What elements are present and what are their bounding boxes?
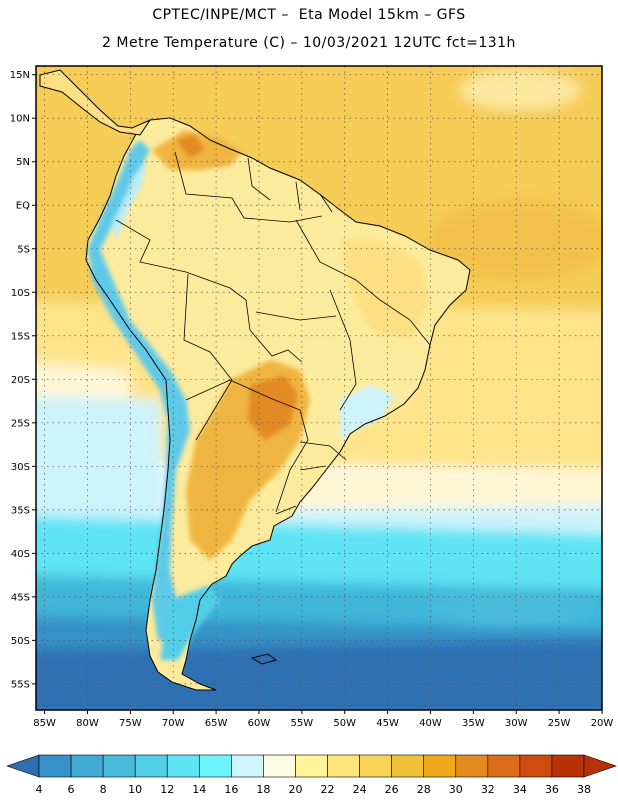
colorbar-min-arrow xyxy=(6,754,40,778)
ocean-band-coldest xyxy=(36,640,602,710)
colorbar-label: 18 xyxy=(256,783,270,796)
ocean-pale-patch-north xyxy=(460,70,580,110)
colorbar-swatch xyxy=(231,754,264,778)
colorbar-swatch xyxy=(198,754,232,778)
land-andes-mild xyxy=(112,160,146,240)
colorbar-swatch xyxy=(551,754,585,778)
longitude-label: 40W xyxy=(419,718,442,729)
colorbar-label: 6 xyxy=(68,783,75,796)
ocean-band-mild-west xyxy=(36,396,165,520)
colorbar-label: 36 xyxy=(545,783,559,796)
colorbar-label: 34 xyxy=(513,783,527,796)
latitude-label: 5N xyxy=(16,157,30,168)
colorbar-max-arrow xyxy=(583,754,617,778)
latitude-label: 35S xyxy=(11,505,30,516)
colorbar-swatch xyxy=(391,754,425,778)
colorbar-swatch xyxy=(423,754,457,778)
land-hotter-center xyxy=(248,375,298,440)
colorbar-label: 32 xyxy=(481,783,495,796)
longitude-label: 30W xyxy=(505,718,528,729)
central-america-land xyxy=(39,69,152,136)
colorbar-label: 20 xyxy=(288,783,302,796)
latitude-label: 25S xyxy=(11,418,30,429)
longitude-label: 35W xyxy=(462,718,485,729)
longitude-label: 45W xyxy=(376,718,399,729)
longitude-label: 55W xyxy=(291,718,314,729)
latitude-label: 50S xyxy=(11,636,30,647)
colorbar-label: 28 xyxy=(417,783,431,796)
temperature-colorbar: 4 6 8 10 12 14 16 18 20 22 24 26 28 30 32 34 36 38 xyxy=(6,754,617,796)
latitude-label: 40S xyxy=(11,549,30,560)
latitude-label: 45S xyxy=(11,592,30,603)
colorbar-label: 26 xyxy=(385,783,399,796)
colorbar-label: 8 xyxy=(100,783,107,796)
longitude-label: 25W xyxy=(548,718,571,729)
latitude-label: 10N xyxy=(10,114,30,125)
land-warm-nordeste xyxy=(340,240,430,340)
longitude-label: 65W xyxy=(205,718,228,729)
land-cool-southeast xyxy=(340,385,395,440)
lat-lon-grid xyxy=(36,66,602,710)
longitude-label: 75W xyxy=(119,718,142,729)
land-south-patagonia xyxy=(160,585,220,660)
colorbar-swatch xyxy=(263,754,296,778)
land-hotter-north xyxy=(175,134,205,158)
longitude-label: 85W xyxy=(33,718,56,729)
longitude-labels: 85W 80W 75W 70W 65W 60W 55W 50W 45W 40W 35W 30W 25W 2… xyxy=(33,710,613,729)
country-borders xyxy=(115,151,431,515)
colorbar-label: 10 xyxy=(128,783,142,796)
longitude-label: 60W xyxy=(248,718,271,729)
colorbar-swatch xyxy=(359,754,392,778)
colorbar-swatch xyxy=(102,754,136,778)
latitude-label: 15N xyxy=(10,70,30,81)
map-title-variable: 2 Metre Temperature (C) – 10/03/2021 12U… xyxy=(102,35,516,51)
colorbar-label: 38 xyxy=(577,783,591,796)
ocean-cool-patch xyxy=(430,592,590,628)
south-america-coastline xyxy=(85,117,471,691)
longitude-label: 20W xyxy=(591,718,614,729)
colorbar-swatch xyxy=(166,754,200,778)
colorbar-label: 12 xyxy=(160,783,174,796)
colorbar-label: 4 xyxy=(36,783,43,796)
colorbar-swatch xyxy=(327,754,360,778)
map-title-model: CPTEC/INPE/MCT – Eta Model 15km – GFS xyxy=(152,7,466,23)
colorbar-swatch xyxy=(38,754,72,778)
longitude-label: 70W xyxy=(162,718,185,729)
latitude-label: EQ xyxy=(16,201,30,212)
colorbar-swatch xyxy=(295,754,328,778)
longitude-label: 50W xyxy=(333,718,356,729)
land-temperature-field xyxy=(39,69,471,691)
falkland-islands xyxy=(250,653,278,665)
colorbar-label: 16 xyxy=(224,783,238,796)
longitude-label: 80W xyxy=(76,718,99,729)
colorbar-label: 24 xyxy=(353,783,367,796)
latitude-label: 20S xyxy=(11,375,30,386)
colorbar-swatch xyxy=(519,754,553,778)
colorbar-swatch xyxy=(134,754,168,778)
colorbar-label: 30 xyxy=(449,783,463,796)
latitude-labels: 15N 10N 5N EQ 5S 10S 15S 20S 25S 30S 35S 40S 45S 50S 5… xyxy=(10,70,36,690)
colorbar-swatch xyxy=(455,754,489,778)
map-frame xyxy=(35,65,603,711)
latitude-label: 10S xyxy=(11,288,30,299)
land-andes-cold xyxy=(88,140,190,640)
latitude-label: 5S xyxy=(17,244,30,255)
colorbar-swatch xyxy=(70,754,104,778)
latitude-label: 15S xyxy=(11,331,30,342)
latitude-label: 30S xyxy=(11,462,30,473)
latitude-label: 55S xyxy=(11,679,30,690)
colorbar-swatch xyxy=(487,754,521,778)
colorbar-label: 22 xyxy=(321,783,335,796)
colorbar-label: 14 xyxy=(192,783,206,796)
